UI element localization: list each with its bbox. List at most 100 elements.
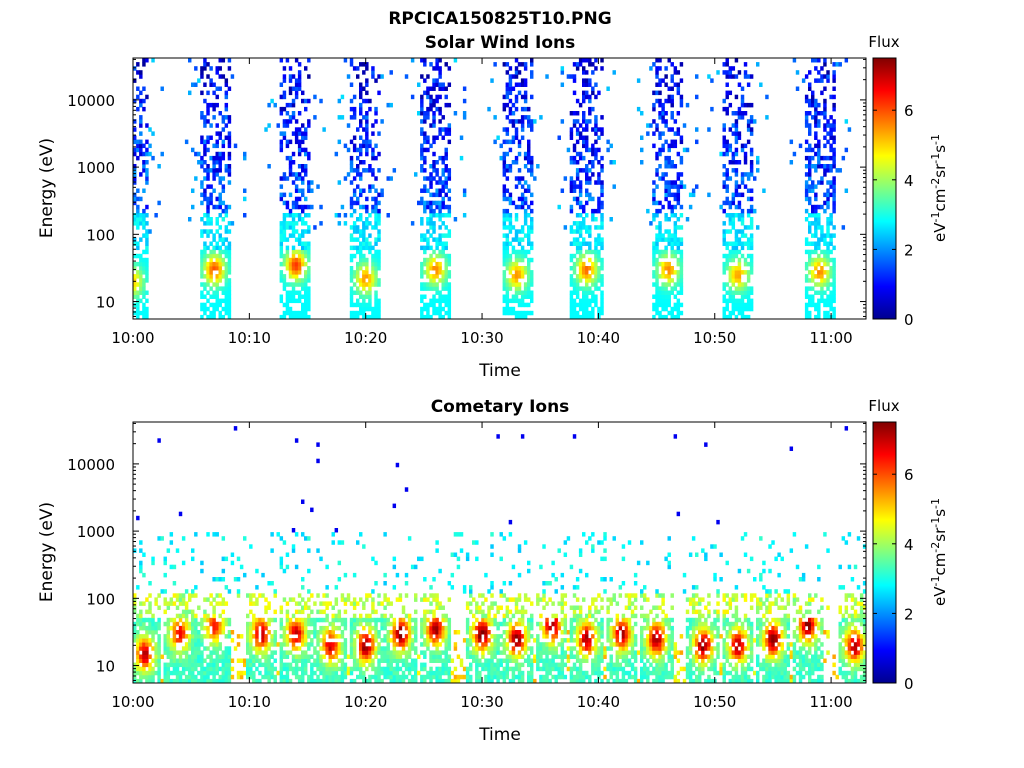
spectrogram-cell: [505, 294, 510, 299]
spectrogram-cell: [365, 225, 369, 230]
spectrogram-cell: [282, 237, 287, 242]
spectrogram-cell: [829, 131, 833, 136]
spectrogram-cell: [731, 123, 736, 128]
spectrogram-cell: [811, 257, 815, 263]
spectrogram-cell: [352, 613, 357, 619]
spectrogram-cell: [502, 213, 507, 218]
spectrogram-cell: [212, 160, 216, 165]
spectrogram-cell: [297, 188, 302, 193]
spectrogram-cell: [209, 294, 213, 299]
spectrogram-cell: [352, 654, 357, 659]
spectrogram-cell: [667, 217, 671, 222]
spectrogram-cell: [307, 245, 311, 251]
spectrogram-cell: [285, 625, 290, 631]
spectrogram-cell: [297, 111, 302, 116]
spectrogram-cell: [734, 172, 739, 177]
spectrogram-cell: [407, 646, 412, 651]
spectrogram-cell: [661, 172, 665, 177]
spectrogram-cell: [368, 241, 372, 246]
spectrogram-cell: [297, 249, 302, 255]
spectrogram-cell: [438, 568, 442, 574]
spectrogram-cell: [304, 151, 308, 157]
spectrogram-cell: [652, 143, 656, 149]
spectrogram-cell: [368, 302, 372, 308]
spectrogram-cell: [294, 638, 299, 643]
spectrogram-cell: [820, 111, 824, 116]
spectrogram-cell: [316, 548, 320, 553]
spectrogram-cell: [297, 172, 302, 177]
spectrogram-cell: [670, 127, 674, 132]
spectrogram-cell: [215, 306, 219, 312]
spectrogram-cell: [371, 666, 375, 672]
spectrogram-cell: [588, 160, 592, 165]
spectrogram-cell: [658, 261, 662, 267]
spectrogram-cell: [365, 282, 369, 287]
spectrogram-cell: [423, 184, 427, 189]
spectrogram-cell: [407, 662, 412, 668]
spectrogram-cell: [523, 188, 528, 193]
spectrogram-cell: [221, 74, 226, 79]
spectrogram-cell: [343, 674, 348, 680]
spectrogram-cell: [389, 621, 393, 627]
spectrogram-cell: [197, 630, 201, 635]
spectrogram-cell: [832, 147, 836, 153]
spectrogram-cell: [218, 601, 222, 606]
spectrogram-cell: [316, 609, 320, 615]
spectrogram-cell: [294, 127, 299, 132]
spectrogram-cell: [181, 613, 186, 619]
spectrogram-cell: [743, 261, 748, 267]
spectrogram-cell: [588, 286, 592, 291]
spectrogram-cell: [832, 139, 836, 145]
spectrogram-cell: [340, 674, 345, 680]
x-tick-label: 11:00: [809, 329, 852, 347]
spectrogram-cell: [578, 274, 583, 279]
spectrogram-cell: [288, 66, 293, 71]
spectrogram-cell: [343, 609, 348, 615]
spectrogram-cell: [441, 298, 445, 304]
spectrogram-cell: [743, 151, 748, 157]
spectrogram-cell: [594, 225, 598, 230]
spectrogram-cell: [527, 147, 531, 153]
spectrogram-cell: [426, 229, 430, 234]
spectrogram-cell: [145, 237, 149, 242]
spectrogram-cell: [582, 274, 586, 279]
spectrogram-cell: [826, 241, 830, 246]
spectrogram-cell: [301, 208, 305, 214]
spectrogram-cell: [423, 654, 427, 659]
spectrogram-cell: [426, 306, 430, 312]
spectrogram-cell: [365, 217, 369, 222]
spectrogram-cell: [203, 634, 207, 639]
spectrogram-cell: [429, 208, 433, 214]
spectrogram-cell: [420, 666, 424, 672]
spectrogram-cell: [432, 200, 436, 206]
spectrogram-cell: [447, 666, 452, 672]
spectrogram-cell: [175, 662, 180, 668]
spectrogram-cell: [301, 241, 305, 246]
spectrogram-cell: [297, 237, 302, 242]
spectrogram-cell: [331, 532, 335, 537]
spectrogram-cell: [432, 658, 436, 663]
spectrogram-cell: [297, 233, 302, 238]
spectrogram-cell: [377, 310, 381, 316]
spectrogram-cell: [811, 213, 815, 218]
spectrogram-cell: [438, 266, 442, 271]
spectrogram-cell: [371, 70, 375, 75]
spectrogram-cell: [508, 306, 513, 312]
spectrogram-cell: [655, 274, 659, 279]
spectrogram-cell: [817, 147, 821, 153]
spectrogram-cell: [227, 119, 232, 124]
spectrogram-cell: [294, 82, 299, 87]
spectrogram-cell: [145, 151, 149, 157]
spectrogram-cell: [145, 654, 149, 659]
spectrogram-cell: [520, 135, 525, 140]
spectrogram-cell: [737, 282, 742, 287]
spectrogram-cell: [206, 274, 210, 279]
spectrogram-cell: [136, 217, 140, 222]
spectrogram-cell: [646, 123, 650, 128]
spectrogram-cell: [301, 674, 305, 680]
spectrogram-cell: [178, 654, 183, 659]
spectrogram-cell: [447, 290, 452, 295]
spectrogram-cell: [233, 577, 238, 582]
spectrogram-cell: [734, 180, 739, 185]
spectrogram-cell: [527, 213, 531, 218]
